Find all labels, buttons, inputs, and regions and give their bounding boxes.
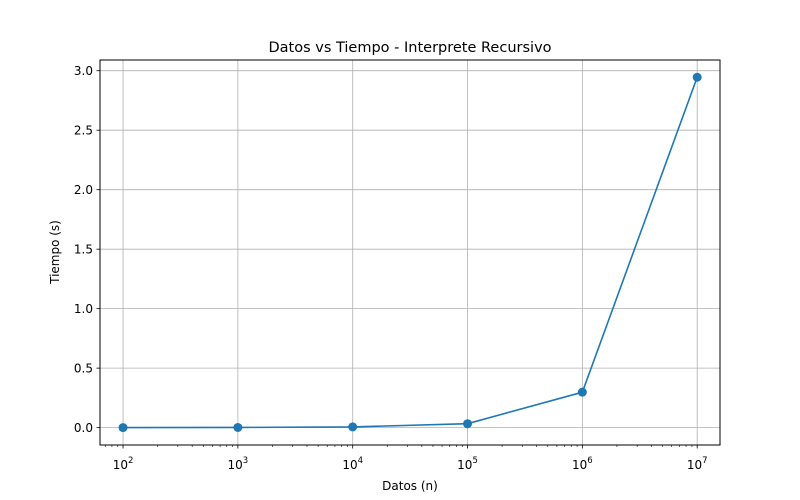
y-tick-label: 2.5 (74, 124, 93, 138)
data-point (577, 387, 587, 397)
chart-title: Datos vs Tiempo - Interprete Recursivo (268, 40, 551, 56)
series-line (123, 76, 698, 429)
x-tick-label: 105 (457, 456, 478, 472)
x-minor-ticks (104, 445, 693, 447)
grid-lines (100, 60, 720, 445)
y-tick-label: 1.5 (74, 243, 93, 257)
y-tick-label: 1.0 (74, 302, 93, 316)
x-tick-label: 107 (687, 456, 708, 472)
plot-frame (99, 59, 721, 446)
data-point (463, 419, 473, 429)
y-tick-label: 2.0 (74, 183, 93, 197)
axis-ticks: 102 103 104 105 106 107 0.0 0.5 1.0 1.5 2.0 2.5 3.0 (74, 64, 708, 472)
series-layer (118, 72, 702, 433)
x-tick-label: 103 (228, 456, 249, 472)
data-point (692, 72, 702, 82)
y-tick-label: 3.0 (74, 64, 93, 78)
data-point (348, 422, 358, 432)
x-axis-label: Datos (n) (382, 479, 438, 493)
data-point (118, 423, 128, 433)
y-tick-label: 0.0 (74, 421, 93, 435)
x-tick-label: 102 (113, 456, 134, 472)
data-point (233, 422, 243, 432)
y-axis-label: Tiempo (s) (48, 220, 62, 285)
y-tick-label: 0.5 (74, 362, 93, 376)
x-tick-label: 104 (342, 456, 363, 472)
x-tick-label: 106 (572, 456, 593, 472)
